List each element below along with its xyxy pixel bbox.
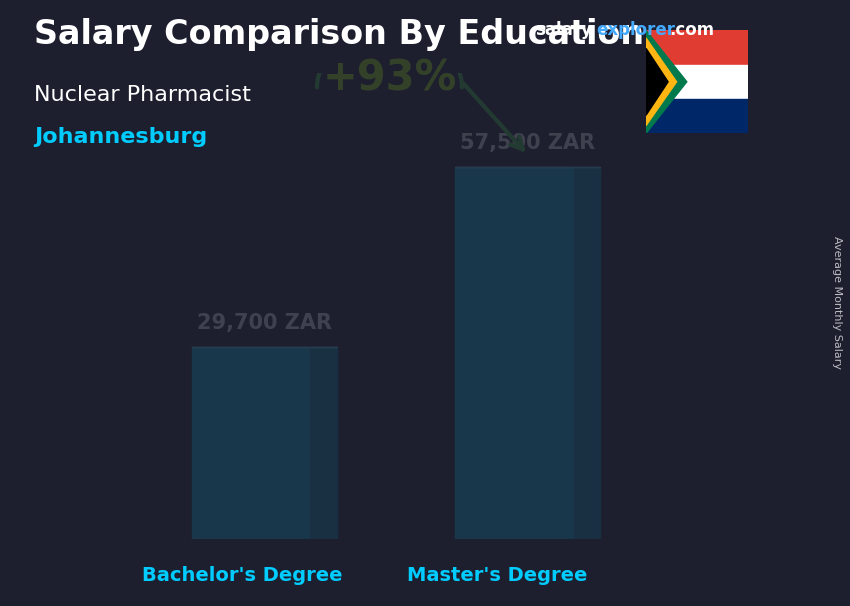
Polygon shape bbox=[456, 167, 574, 539]
Polygon shape bbox=[646, 38, 677, 125]
Bar bbox=[646, 99, 748, 133]
Text: Bachelor's Degree: Bachelor's Degree bbox=[142, 566, 343, 585]
Text: +93%: +93% bbox=[322, 58, 456, 100]
Polygon shape bbox=[646, 48, 668, 115]
Text: Johannesburg: Johannesburg bbox=[34, 127, 207, 147]
Text: 29,700 ZAR: 29,700 ZAR bbox=[197, 313, 332, 333]
Polygon shape bbox=[192, 347, 310, 539]
Bar bbox=[646, 30, 748, 65]
Bar bbox=[646, 65, 748, 99]
Text: Average Monthly Salary: Average Monthly Salary bbox=[832, 236, 842, 370]
Text: salary: salary bbox=[536, 21, 592, 39]
Polygon shape bbox=[646, 30, 687, 133]
Text: Master's Degree: Master's Degree bbox=[407, 566, 587, 585]
Text: 57,500 ZAR: 57,500 ZAR bbox=[461, 133, 595, 153]
Text: explorer: explorer bbox=[597, 21, 676, 39]
Text: Nuclear Pharmacist: Nuclear Pharmacist bbox=[34, 85, 251, 105]
Text: .com: .com bbox=[669, 21, 714, 39]
Text: Salary Comparison By Education: Salary Comparison By Education bbox=[34, 18, 644, 51]
Polygon shape bbox=[310, 347, 337, 539]
Polygon shape bbox=[574, 167, 600, 539]
